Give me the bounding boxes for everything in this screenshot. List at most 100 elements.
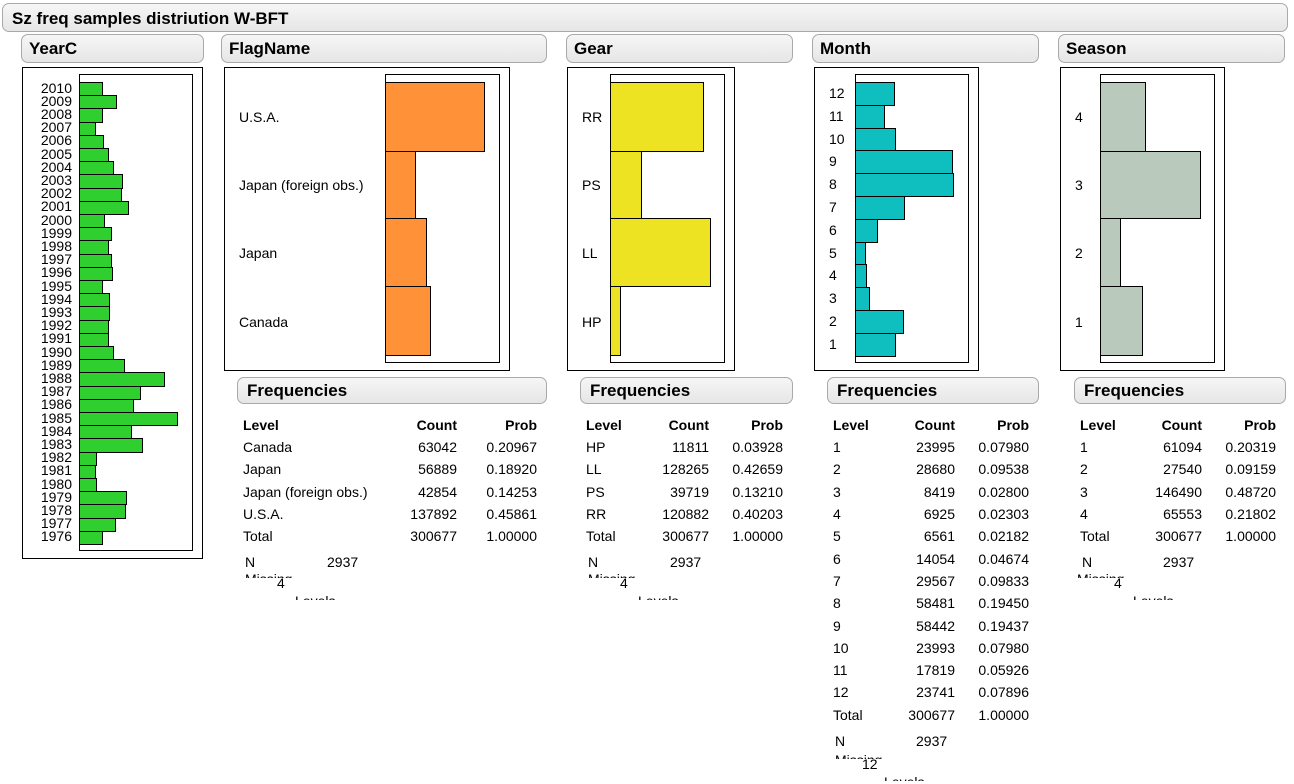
total-row: Total 300677 1.00000 (833, 704, 1029, 726)
table-row: 1 61094 0.20319 (1080, 436, 1276, 458)
flagname-header[interactable]: FlagName (221, 34, 547, 63)
yearc-axis-label: 1996 (40, 264, 72, 281)
bar-year-1995[interactable] (79, 280, 103, 295)
bar-year-1982[interactable] (79, 451, 97, 466)
cell-count: 65553 (1163, 506, 1202, 523)
col-level: Level (586, 417, 622, 433)
bar-year-2008[interactable] (79, 108, 103, 123)
cell-prob: 0.42659 (732, 461, 783, 478)
bar-year-2004[interactable] (79, 161, 114, 176)
month-header[interactable]: Month (812, 34, 1039, 63)
bar-year-1998[interactable] (79, 240, 109, 255)
col-prob: Prob (1244, 417, 1276, 433)
cell-prob: 0.20967 (486, 439, 537, 456)
bar-rr[interactable] (610, 82, 704, 152)
bar-year-1991[interactable] (79, 332, 109, 347)
season-frequencies-header[interactable]: Frequencies (1074, 377, 1286, 404)
bar-usa[interactable] (385, 82, 485, 152)
bar-month-3[interactable] (855, 287, 870, 311)
bar-month-10[interactable] (855, 127, 896, 152)
bar-month-6[interactable] (855, 218, 878, 243)
season-header[interactable]: Season (1058, 34, 1285, 63)
bar-year-2005[interactable] (79, 148, 109, 163)
cell-prob: 0.09538 (978, 461, 1029, 478)
bar-year-1984[interactable] (79, 425, 132, 440)
flagname-header-label: FlagName (229, 39, 311, 58)
bar-month-12[interactable] (855, 82, 895, 106)
bar-year-1979[interactable] (79, 491, 127, 506)
cell-level: PS (586, 483, 605, 500)
bar-year-1976[interactable] (79, 530, 103, 545)
gear-axis-label: HP (582, 314, 602, 330)
bar-year-1989[interactable] (79, 359, 125, 374)
bar-month-8[interactable] (855, 173, 954, 197)
yearc-axis-label: 2004 (40, 158, 72, 175)
gear-header[interactable]: Gear (566, 34, 793, 63)
total-row: Total 300677 1.00000 (1080, 525, 1276, 547)
bar-year-1978[interactable] (79, 504, 126, 519)
month-axis-label: 11 (829, 107, 844, 124)
bar-year-1996[interactable] (79, 266, 113, 281)
cell-level: RR (586, 506, 607, 523)
bar-year-1987[interactable] (79, 385, 141, 400)
bar-year-1988[interactable] (79, 372, 165, 387)
bar-month-2[interactable] (855, 310, 904, 334)
bar-year-2002[interactable] (79, 187, 122, 202)
flagname-frequencies-table: Level Count Prob Canada 63042 0.20967 Japan 5… (243, 414, 537, 547)
bar-year-2010[interactable] (79, 82, 103, 97)
bar-season-1[interactable] (1100, 286, 1143, 356)
bar-year-1990[interactable] (79, 346, 114, 361)
levels-label: Levels (884, 775, 924, 781)
month-axis-label: 3 (829, 290, 837, 307)
bar-year-1977[interactable] (79, 517, 116, 532)
yearc-axis-label: 1979 (40, 488, 72, 505)
bar-season-2[interactable] (1100, 218, 1121, 287)
cell-count: 23993 (916, 639, 955, 656)
report-title-bar[interactable]: Sz freq samples distriution W-BFT (2, 3, 1288, 32)
bar-month-9[interactable] (855, 150, 953, 175)
bar-year-1985[interactable] (79, 412, 178, 427)
bar-year-2000[interactable] (79, 214, 105, 229)
bar-canada[interactable] (385, 286, 431, 356)
bar-year-1981[interactable] (79, 464, 96, 479)
bar-year-2003[interactable] (79, 174, 123, 189)
bar-ps[interactable] (610, 151, 642, 219)
bar-season-3[interactable] (1100, 151, 1201, 219)
bar-year-2006[interactable] (79, 134, 104, 149)
yearc-axis-label: 1995 (40, 277, 72, 294)
yearc-header[interactable]: YearC (21, 34, 204, 63)
bar-month-7[interactable] (855, 196, 905, 220)
bar-japan[interactable] (385, 218, 427, 287)
bar-year-1983[interactable] (79, 438, 143, 453)
bar-month-4[interactable] (855, 264, 867, 289)
bar-season-4[interactable] (1100, 82, 1146, 152)
bar-month-1[interactable] (855, 332, 896, 357)
flagname-frequencies-header[interactable]: Frequencies (237, 377, 547, 404)
yearc-axis-label: 2005 (40, 145, 72, 162)
bar-hp[interactable] (610, 286, 621, 356)
gear-frequencies-header[interactable]: Frequencies (580, 377, 793, 404)
month-frequencies-header[interactable]: Frequencies (827, 377, 1039, 404)
bar-year-1986[interactable] (79, 398, 134, 413)
bar-year-1993[interactable] (79, 306, 110, 321)
bar-year-1992[interactable] (79, 319, 109, 334)
bar-year-1999[interactable] (79, 227, 112, 242)
bar-year-1994[interactable] (79, 293, 110, 308)
bar-year-2001[interactable] (79, 200, 129, 215)
season-axis-label: 1 (1075, 314, 1083, 330)
bar-month-5[interactable] (855, 241, 866, 266)
cell-count: 120882 (662, 506, 709, 523)
bar-year-2007[interactable] (79, 121, 96, 136)
cell-level: Canada (243, 439, 293, 456)
col-level: Level (833, 417, 869, 433)
bar-year-1980[interactable] (79, 478, 97, 493)
flagname-axis-label: Japan (foreign obs.) (239, 177, 364, 193)
table-row: RR 120882 0.40203 (586, 503, 783, 525)
cell-prob: 0.21802 (1225, 506, 1276, 523)
table-row: 1 23995 0.07980 (833, 436, 1029, 458)
bar-year-2009[interactable] (79, 95, 117, 110)
bar-japan-foreign-obs[interactable] (385, 151, 416, 219)
bar-ll[interactable] (610, 218, 711, 287)
bar-year-1997[interactable] (79, 253, 112, 268)
bar-month-11[interactable] (855, 104, 885, 129)
